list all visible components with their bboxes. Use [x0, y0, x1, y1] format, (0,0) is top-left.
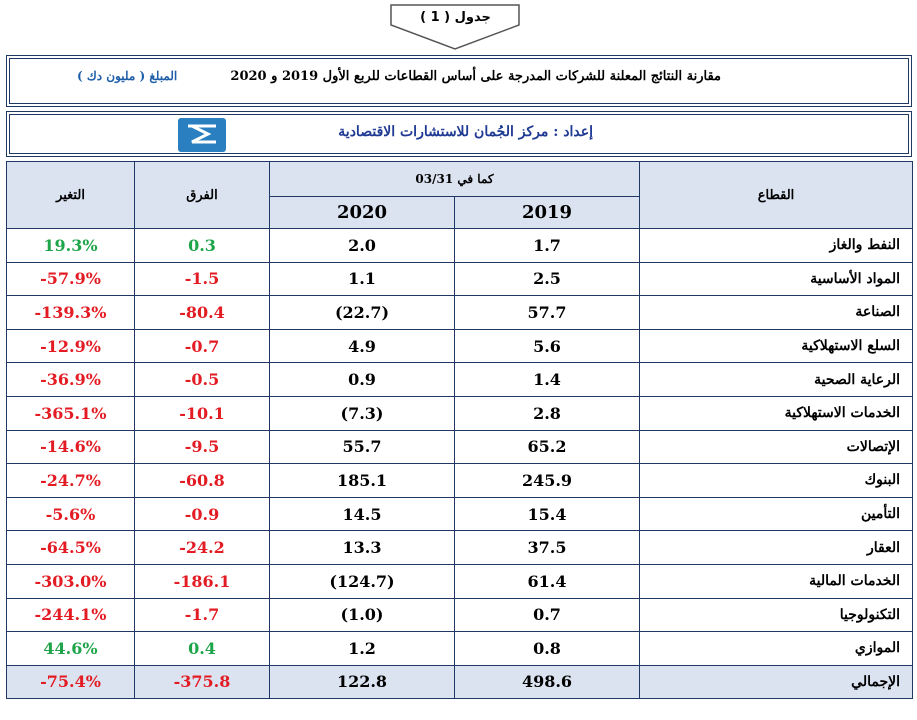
total-row: -75.4% -375.8 122.8 498.6 الإجمالي: [6, 664, 913, 699]
prepared-by-box: إعداد : مركز الجُمان للاستشارات الاقتصاد…: [6, 111, 912, 157]
value-2019-cell: 37.5: [454, 530, 640, 565]
table-row: 44.6% 0.4 1.2 0.8 الموازي: [6, 631, 913, 666]
change-cell: -24.7%: [6, 463, 135, 498]
change-cell: -365.1%: [6, 395, 135, 431]
change-cell: 44.6%: [6, 631, 135, 666]
header-sector: القطاع: [639, 161, 913, 229]
value-2020-cell: 185.1: [269, 463, 455, 498]
value-2019-cell: 245.9: [454, 463, 640, 498]
sector-cell: العقار: [639, 530, 913, 565]
value-2020-cell: 55.7: [269, 429, 455, 465]
value-2020-cell: 14.5: [269, 496, 455, 532]
table-row: -64.5% -24.2 13.3 37.5 العقار: [6, 530, 913, 565]
total-2019-cell: 498.6: [454, 664, 640, 699]
sector-cell: المواد الأساسية: [639, 261, 913, 297]
difference-cell: -9.5: [134, 429, 270, 465]
table-row: -36.9% -0.5 0.9 1.4 الرعاية الصحية: [6, 362, 913, 397]
difference-cell: -1.5: [134, 261, 270, 297]
difference-cell: -24.2: [134, 530, 270, 565]
value-2020-cell: 1.1: [269, 261, 455, 297]
header-change: التغير: [6, 161, 135, 229]
table-row: -14.6% -9.5 55.7 65.2 الإتصالات: [6, 429, 913, 465]
header-as-of: كما في 03/31: [269, 161, 640, 197]
total-2020-cell: 122.8: [269, 664, 455, 699]
sector-cell: التأمين: [639, 496, 913, 532]
change-cell: -244.1%: [6, 597, 135, 633]
value-2020-cell: 4.9: [269, 328, 455, 364]
page-title: مقارنة النتائج المعلنة للشركات المدرجة ع…: [230, 69, 721, 84]
total-label-cell: الإجمالي: [639, 664, 913, 699]
table-row: -244.1% -1.7 (1.0) 0.7 التكنولوجيا: [6, 597, 913, 633]
value-2019-cell: 0.8: [454, 631, 640, 666]
sector-cell: البنوك: [639, 463, 913, 498]
table-row: 19.3% 0.3 2.0 1.7 النفط والغاز: [6, 228, 913, 263]
value-2020-cell: 1.2: [269, 631, 455, 666]
sector-cell: الخدمات الاستهلاكية: [639, 395, 913, 431]
amount-unit: المبلغ ( مليون دك ): [77, 69, 178, 83]
change-cell: -139.3%: [6, 295, 135, 330]
title-box: مقارنة النتائج المعلنة للشركات المدرجة ع…: [6, 55, 912, 107]
prepared-by: إعداد : مركز الجُمان للاستشارات الاقتصاد…: [338, 124, 593, 140]
value-2019-cell: 1.4: [454, 362, 640, 397]
change-cell: -36.9%: [6, 362, 135, 397]
sector-cell: الموازي: [639, 631, 913, 666]
sector-cell: الرعاية الصحية: [639, 362, 913, 397]
total-change-cell: -75.4%: [6, 664, 135, 699]
table-row: -24.7% -60.8 185.1 245.9 البنوك: [6, 463, 913, 498]
sector-cell: الإتصالات: [639, 429, 913, 465]
value-2020-cell: (124.7): [269, 563, 455, 599]
value-2019-cell: 15.4: [454, 496, 640, 532]
sector-cell: التكنولوجيا: [639, 597, 913, 633]
sector-cell: الصناعة: [639, 295, 913, 330]
difference-cell: -0.5: [134, 362, 270, 397]
table-row: -5.6% -0.9 14.5 15.4 التأمين: [6, 496, 913, 532]
difference-cell: -186.1: [134, 563, 270, 599]
value-2019-cell: 5.6: [454, 328, 640, 364]
value-2020-cell: (7.3): [269, 395, 455, 431]
sector-cell: الخدمات المالية: [639, 563, 913, 599]
change-cell: 19.3%: [6, 228, 135, 263]
table-row: -365.1% -10.1 (7.3) 2.8 الخدمات الاستهلاكية: [6, 395, 913, 431]
value-2019-cell: 61.4: [454, 563, 640, 599]
results-table: التغير الفرق كما في 03/31 القطاع 2020 20…: [6, 161, 913, 699]
value-2019-cell: 0.7: [454, 597, 640, 633]
table-row: -12.9% -0.7 4.9 5.6 السلع الاستهلاكية: [6, 328, 913, 364]
difference-cell: -0.9: [134, 496, 270, 532]
value-2020-cell: 0.9: [269, 362, 455, 397]
difference-cell: -60.8: [134, 463, 270, 498]
change-cell: -303.0%: [6, 563, 135, 599]
value-2019-cell: 57.7: [454, 295, 640, 330]
value-2019-cell: 2.5: [454, 261, 640, 297]
total-difference-cell: -375.8: [134, 664, 270, 699]
value-2020-cell: (22.7): [269, 295, 455, 330]
difference-cell: 0.3: [134, 228, 270, 263]
value-2020-cell: 13.3: [269, 530, 455, 565]
value-2019-cell: 1.7: [454, 228, 640, 263]
table-row: -303.0% -186.1 (124.7) 61.4 الخدمات المالية: [6, 563, 913, 599]
logo-icon: [178, 118, 226, 152]
change-cell: -12.9%: [6, 328, 135, 364]
value-2020-cell: (1.0): [269, 597, 455, 633]
change-cell: -14.6%: [6, 429, 135, 465]
table-row: -57.9% -1.5 1.1 2.5 المواد الأساسية: [6, 261, 913, 297]
change-cell: -64.5%: [6, 530, 135, 565]
sector-cell: السلع الاستهلاكية: [639, 328, 913, 364]
header-2019: 2019: [454, 196, 640, 229]
change-cell: -5.6%: [6, 496, 135, 532]
difference-cell: -1.7: [134, 597, 270, 633]
value-2020-cell: 2.0: [269, 228, 455, 263]
change-cell: -57.9%: [6, 261, 135, 297]
table-row: -139.3% -80.4 (22.7) 57.7 الصناعة: [6, 295, 913, 330]
difference-cell: 0.4: [134, 631, 270, 666]
table-label: جدول ( 1 ): [420, 10, 491, 25]
value-2019-cell: 65.2: [454, 429, 640, 465]
difference-cell: -80.4: [134, 295, 270, 330]
header-difference: الفرق: [134, 161, 270, 229]
value-2019-cell: 2.8: [454, 395, 640, 431]
down-arrow-icon: [390, 4, 520, 50]
sector-cell: النفط والغاز: [639, 228, 913, 263]
difference-cell: -0.7: [134, 328, 270, 364]
header-2020: 2020: [269, 196, 455, 229]
difference-cell: -10.1: [134, 395, 270, 431]
